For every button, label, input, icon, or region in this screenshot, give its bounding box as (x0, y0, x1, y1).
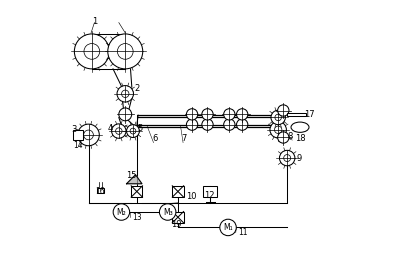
Circle shape (74, 34, 109, 69)
Circle shape (117, 86, 133, 102)
Text: 15: 15 (126, 171, 137, 180)
Circle shape (187, 109, 198, 120)
Text: 18: 18 (295, 134, 306, 143)
Text: 1: 1 (92, 16, 97, 26)
Bar (203, 186, 217, 197)
Text: 5: 5 (138, 124, 143, 133)
Text: 19: 19 (172, 219, 182, 229)
Circle shape (278, 132, 289, 143)
Circle shape (113, 204, 130, 220)
Circle shape (237, 109, 248, 120)
Circle shape (237, 119, 248, 130)
Circle shape (279, 150, 295, 166)
Text: 12: 12 (204, 191, 214, 200)
Circle shape (224, 119, 235, 130)
Text: 2: 2 (134, 84, 139, 93)
Text: M₂: M₂ (117, 207, 126, 217)
Text: 7: 7 (182, 134, 187, 143)
Text: 3: 3 (71, 124, 77, 134)
Text: M₃: M₃ (163, 207, 173, 217)
Circle shape (160, 204, 176, 220)
Text: M₁: M₁ (223, 223, 233, 232)
Circle shape (187, 119, 198, 130)
Text: 6: 6 (152, 134, 158, 143)
Bar (131, 186, 143, 197)
Circle shape (278, 105, 289, 116)
Text: 17: 17 (304, 110, 314, 119)
Bar (97, 188, 104, 193)
Circle shape (271, 110, 285, 125)
Circle shape (108, 34, 143, 69)
Polygon shape (127, 175, 142, 184)
Bar (287, 113, 306, 116)
Circle shape (112, 124, 126, 138)
Circle shape (127, 125, 139, 137)
Ellipse shape (291, 122, 309, 132)
Text: 10: 10 (186, 192, 197, 201)
Bar (172, 212, 183, 223)
Circle shape (220, 219, 236, 236)
Text: 4: 4 (107, 124, 112, 133)
Circle shape (119, 108, 132, 121)
Bar (73, 130, 83, 140)
Text: 9: 9 (297, 153, 302, 163)
Circle shape (202, 109, 213, 120)
Text: 14: 14 (73, 141, 83, 151)
Text: 8: 8 (287, 132, 293, 141)
Text: 11: 11 (238, 228, 248, 237)
Circle shape (224, 109, 235, 120)
Bar (172, 186, 183, 197)
Circle shape (202, 119, 213, 130)
Circle shape (270, 122, 286, 138)
Circle shape (78, 124, 99, 146)
Text: 13: 13 (132, 213, 142, 222)
Text: 16: 16 (96, 187, 105, 196)
